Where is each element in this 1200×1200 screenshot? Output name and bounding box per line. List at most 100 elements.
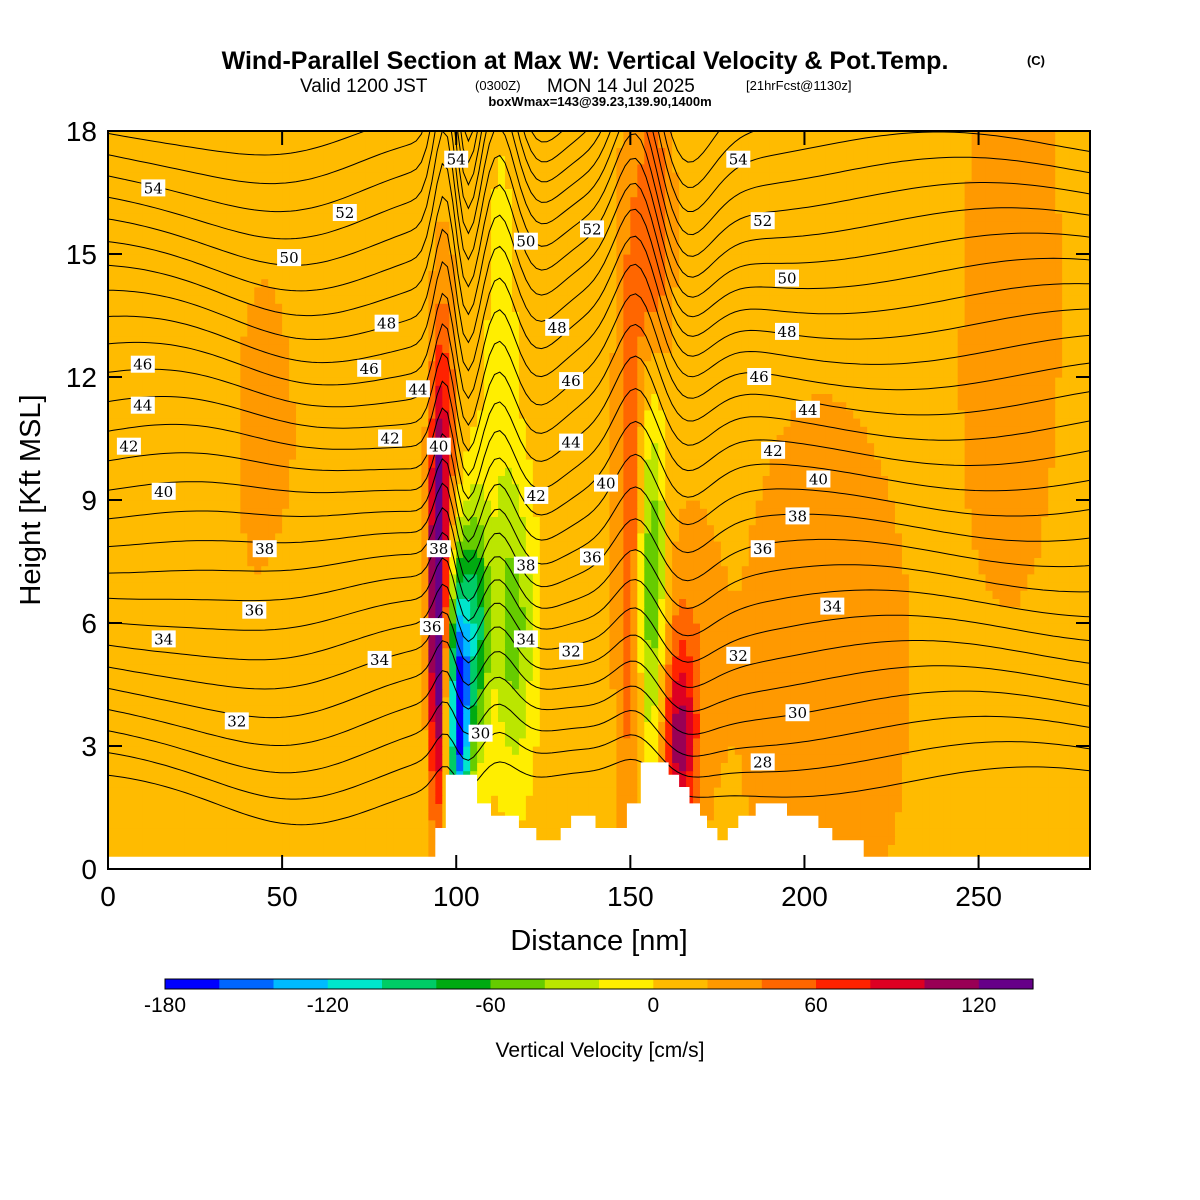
velocity-cell — [421, 655, 429, 665]
velocity-cell — [651, 721, 659, 731]
velocity-cell — [330, 664, 339, 673]
velocity-cell — [992, 762, 1001, 772]
velocity-cell — [706, 664, 715, 673]
velocity-cell — [560, 590, 569, 599]
velocity-cell — [755, 606, 764, 616]
velocity-cell — [957, 582, 966, 591]
velocity-cell — [449, 655, 457, 665]
velocity-cell — [316, 623, 325, 632]
velocity-cell — [142, 672, 151, 681]
velocity-cell — [156, 770, 165, 780]
velocity-cell — [999, 795, 1008, 804]
velocity-cell — [518, 713, 527, 722]
velocity-cell — [797, 623, 806, 632]
velocity-cell — [706, 795, 715, 804]
velocity-cell — [776, 639, 785, 649]
velocity-cell — [435, 737, 443, 747]
velocity-cell — [901, 729, 910, 739]
velocity-cell — [999, 639, 1008, 649]
velocity-cell — [282, 590, 290, 599]
velocity-cell — [289, 787, 297, 796]
velocity-cell — [1069, 713, 1077, 722]
velocity-cell — [463, 746, 471, 755]
velocity-cell — [992, 705, 1001, 714]
velocity-cell — [219, 598, 227, 608]
velocity-cell — [296, 590, 304, 599]
velocity-cell — [407, 778, 416, 788]
velocity-cell — [435, 705, 443, 714]
velocity-cell — [135, 598, 144, 608]
velocity-cell — [922, 655, 931, 665]
velocity-cell — [908, 655, 917, 665]
velocity-cell — [825, 803, 833, 813]
velocity-cell — [316, 598, 325, 608]
velocity-cell — [553, 828, 562, 837]
velocity-cell — [783, 696, 792, 706]
velocity-cell — [915, 729, 924, 739]
velocity-cell — [344, 680, 353, 690]
velocity-cell — [491, 696, 499, 706]
boxwmax-label: boxWmax=143@39.23,139.90,1400m — [488, 94, 711, 109]
velocity-cell — [240, 778, 248, 788]
velocity-cell — [616, 672, 624, 681]
velocity-cell — [282, 696, 290, 706]
velocity-cell — [769, 770, 778, 780]
velocity-cell — [247, 721, 255, 731]
velocity-cell — [811, 631, 819, 640]
velocity-cell — [114, 582, 123, 591]
velocity-cell — [135, 655, 144, 665]
velocity-cell — [999, 655, 1008, 665]
velocity-cell — [539, 770, 548, 780]
velocity-cell — [1083, 762, 1090, 772]
velocity-cell — [128, 770, 137, 780]
velocity-cell — [184, 705, 193, 714]
velocity-cell — [1027, 778, 1035, 788]
velocity-cell — [163, 655, 172, 665]
velocity-cell — [567, 803, 576, 813]
velocity-cell — [303, 705, 311, 714]
velocity-cell — [1041, 688, 1049, 698]
velocity-cell — [1069, 672, 1077, 681]
velocity-cell — [727, 721, 736, 731]
velocity-cell — [992, 844, 1001, 854]
velocity-cell — [407, 762, 416, 772]
velocity-cell — [184, 770, 193, 780]
velocity-cell — [936, 828, 945, 837]
velocity-cell — [985, 606, 994, 616]
velocity-cell — [135, 573, 144, 583]
velocity-cell — [699, 647, 708, 657]
velocity-cell — [894, 803, 903, 813]
velocity-cell — [470, 639, 478, 649]
velocity-cell — [853, 647, 861, 657]
velocity-cell — [316, 836, 325, 845]
velocity-cell — [734, 582, 743, 591]
velocity-cell — [888, 778, 896, 788]
velocity-cell — [1076, 836, 1084, 845]
velocity-cell — [400, 844, 409, 854]
velocity-cell — [365, 844, 374, 854]
velocity-cell — [1048, 664, 1056, 673]
velocity-cell — [303, 762, 311, 772]
velocity-cell — [637, 680, 645, 690]
velocity-cell — [699, 795, 708, 804]
velocity-cell — [170, 729, 179, 739]
velocity-cell — [337, 614, 346, 624]
velocity-cell — [1013, 836, 1021, 845]
velocity-cell — [1020, 803, 1028, 813]
velocity-cell — [1055, 836, 1063, 845]
velocity-cell — [539, 614, 548, 624]
velocity-cell — [693, 737, 701, 747]
velocity-cell — [602, 582, 611, 591]
velocity-cell — [630, 770, 638, 780]
velocity-cell — [978, 787, 987, 796]
velocity-cell — [351, 737, 360, 747]
velocity-cell — [212, 844, 221, 854]
velocity-cell — [484, 647, 492, 657]
velocity-cell — [108, 647, 116, 657]
velocity-cell — [323, 737, 332, 747]
velocity-cell — [365, 721, 374, 731]
velocity-cell — [1076, 655, 1084, 665]
velocity-cell — [470, 598, 478, 608]
velocity-cell — [219, 590, 227, 599]
velocity-cell — [121, 836, 130, 845]
